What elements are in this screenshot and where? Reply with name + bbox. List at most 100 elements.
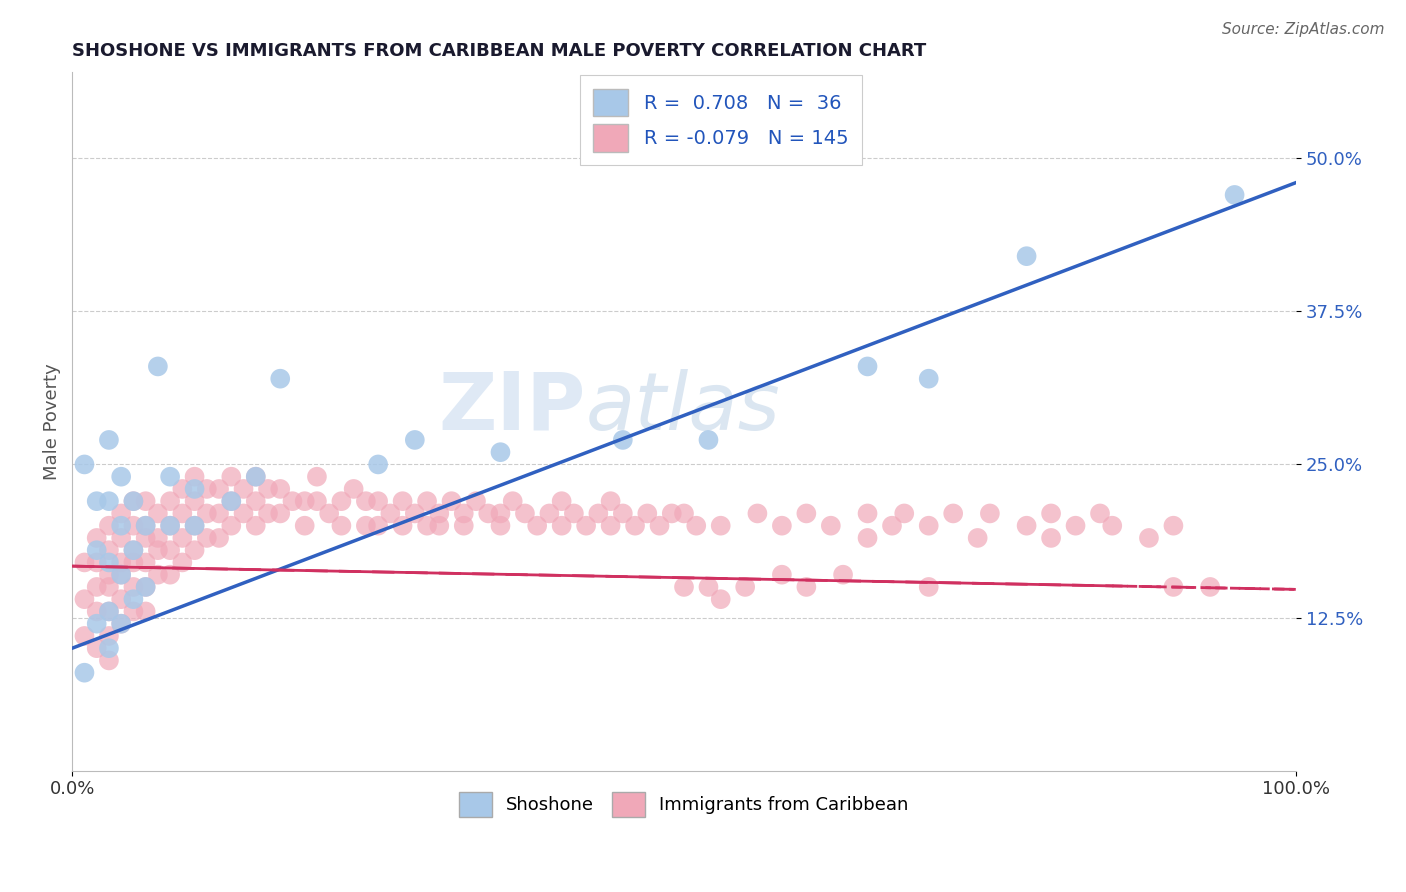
Point [135,494,157,508]
Point [416,494,439,508]
Point [672,580,695,594]
Point [159,469,181,483]
Point [796,580,818,594]
Point [159,543,181,558]
Point [880,518,903,533]
Point [97,629,120,643]
Point [97,653,120,667]
Point [489,445,512,459]
Point [183,469,205,483]
Point [294,518,316,533]
Point [135,518,157,533]
Point [97,494,120,508]
Point [281,494,304,508]
Point [820,518,842,533]
Point [612,433,634,447]
Point [97,433,120,447]
Point [404,433,426,447]
Point [208,482,231,496]
Point [856,507,879,521]
Point [183,482,205,496]
Point [195,531,218,545]
Point [172,507,194,521]
Point [245,518,267,533]
Point [1199,580,1222,594]
Point [856,531,879,545]
Point [770,518,793,533]
Point [146,543,169,558]
Point [110,531,132,545]
Point [135,580,157,594]
Point [734,580,756,594]
Point [159,518,181,533]
Point [1088,507,1111,521]
Point [110,518,132,533]
Point [122,518,145,533]
Point [73,629,96,643]
Point [245,469,267,483]
Text: Source: ZipAtlas.com: Source: ZipAtlas.com [1222,22,1385,37]
Point [122,494,145,508]
Point [685,518,707,533]
Point [195,507,218,521]
Point [404,507,426,521]
Point [550,518,572,533]
Point [172,531,194,545]
Point [367,518,389,533]
Point [159,494,181,508]
Y-axis label: Male Poverty: Male Poverty [44,363,60,480]
Point [221,494,243,508]
Point [232,482,254,496]
Point [86,641,108,656]
Point [354,518,377,533]
Point [110,567,132,582]
Point [513,507,536,521]
Point [942,507,965,521]
Point [122,556,145,570]
Point [221,518,243,533]
Point [305,469,328,483]
Point [330,518,353,533]
Point [648,518,671,533]
Point [427,518,450,533]
Point [918,518,941,533]
Point [489,507,512,521]
Point [710,592,733,607]
Point [526,518,548,533]
Point [97,567,120,582]
Point [599,494,621,508]
Point [636,507,658,521]
Point [86,494,108,508]
Point [73,556,96,570]
Point [269,507,291,521]
Point [86,580,108,594]
Point [1015,518,1038,533]
Point [330,494,353,508]
Point [710,518,733,533]
Point [538,507,561,521]
Point [1163,518,1185,533]
Point [122,543,145,558]
Point [183,543,205,558]
Point [73,592,96,607]
Point [1064,518,1087,533]
Point [770,567,793,582]
Point [624,518,647,533]
Point [856,359,879,374]
Point [232,507,254,521]
Point [97,604,120,618]
Point [86,531,108,545]
Point [208,507,231,521]
Point [122,494,145,508]
Point [966,531,988,545]
Point [747,507,769,521]
Point [172,556,194,570]
Point [159,567,181,582]
Point [135,556,157,570]
Point [97,543,120,558]
Point [97,556,120,570]
Point [380,507,402,521]
Point [453,507,475,521]
Point [979,507,1001,521]
Point [465,494,488,508]
